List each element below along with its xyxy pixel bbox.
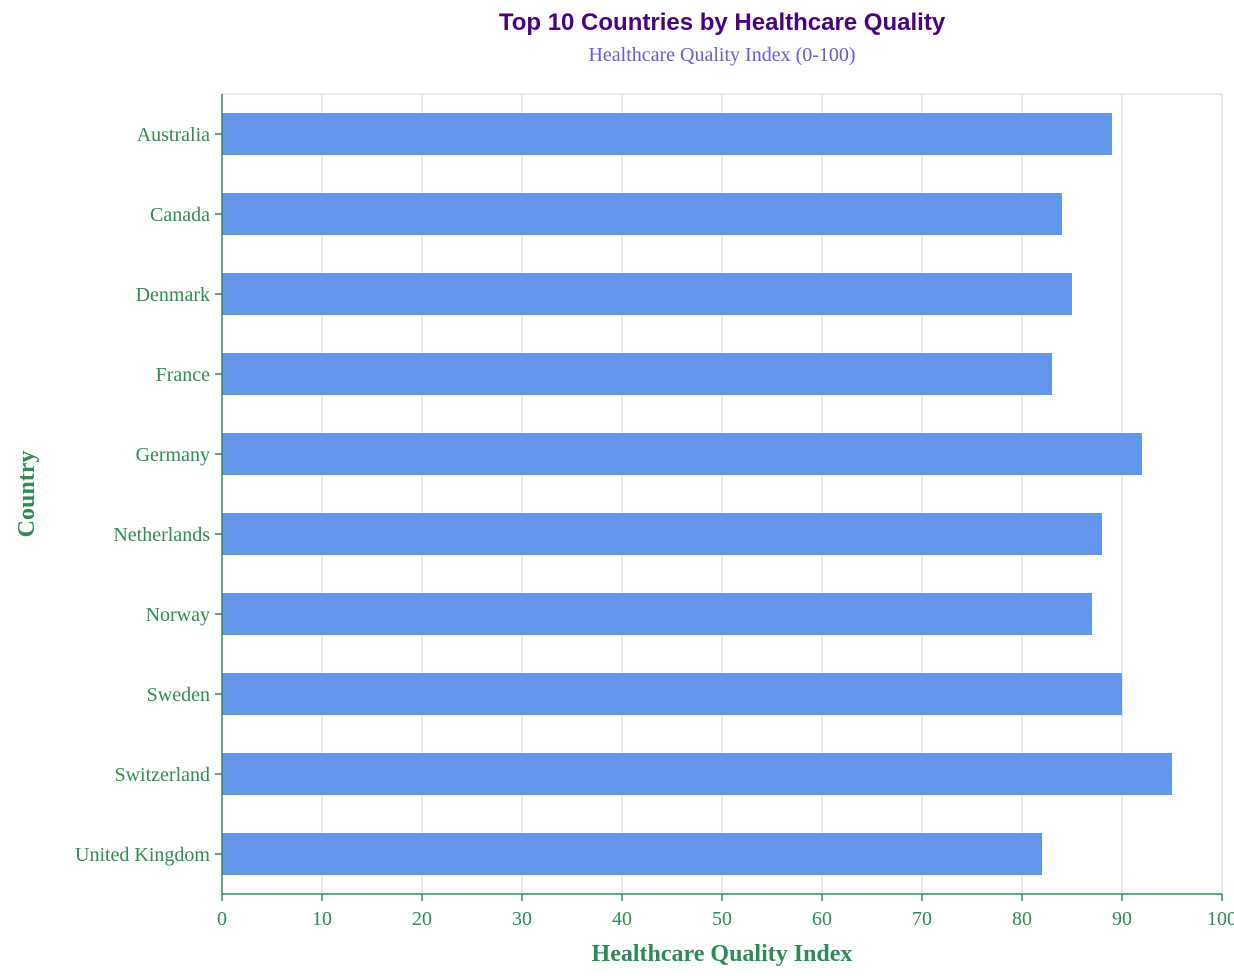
x-axis-title: Healthcare Quality Index xyxy=(592,941,853,967)
bar-netherlands xyxy=(222,513,1102,555)
x-tick-label: 60 xyxy=(812,908,832,930)
bar-australia xyxy=(222,113,1112,155)
bar-switzerland xyxy=(222,753,1172,795)
x-tick-label: 70 xyxy=(912,908,932,930)
y-axis-title: Country xyxy=(14,451,40,538)
bar-sweden xyxy=(222,673,1122,715)
y-tick-label: Norway xyxy=(146,604,210,626)
y-tick-label: Germany xyxy=(136,444,210,466)
bar-denmark xyxy=(222,273,1072,315)
chart-subtitle: Healthcare Quality Index (0-100) xyxy=(588,44,855,66)
x-tick-label: 40 xyxy=(612,908,632,930)
bar-norway xyxy=(222,593,1092,635)
y-tick-label: United Kingdom xyxy=(75,844,210,866)
y-tick-label: Sweden xyxy=(147,684,210,706)
y-tick-label: Australia xyxy=(137,124,210,146)
y-tick-label: Switzerland xyxy=(114,764,210,786)
x-tick-label: 10 xyxy=(312,908,332,930)
x-tick-label: 50 xyxy=(712,908,732,930)
y-tick-label: Netherlands xyxy=(113,524,210,546)
x-tick-label: 20 xyxy=(412,908,432,930)
plot-area: Australia Canada Denmark France Germany Nethe… xyxy=(75,93,1234,930)
y-tick-label: Canada xyxy=(150,204,210,226)
bar-canada xyxy=(222,193,1062,235)
bar-france xyxy=(222,353,1052,395)
bar-united-kingdom xyxy=(222,833,1042,875)
x-tick-label: 80 xyxy=(1012,908,1032,930)
y-tick-label: France xyxy=(156,364,211,386)
x-tick-label: 100 xyxy=(1207,908,1234,930)
x-tick-label: 0 xyxy=(217,908,227,930)
chart-title: Top 10 Countries by Healthcare Quality xyxy=(499,9,946,36)
bar-germany xyxy=(222,433,1142,475)
y-tick-label: Denmark xyxy=(136,284,210,306)
x-tick-label: 90 xyxy=(1112,908,1132,930)
x-tick-label: 30 xyxy=(512,908,532,930)
